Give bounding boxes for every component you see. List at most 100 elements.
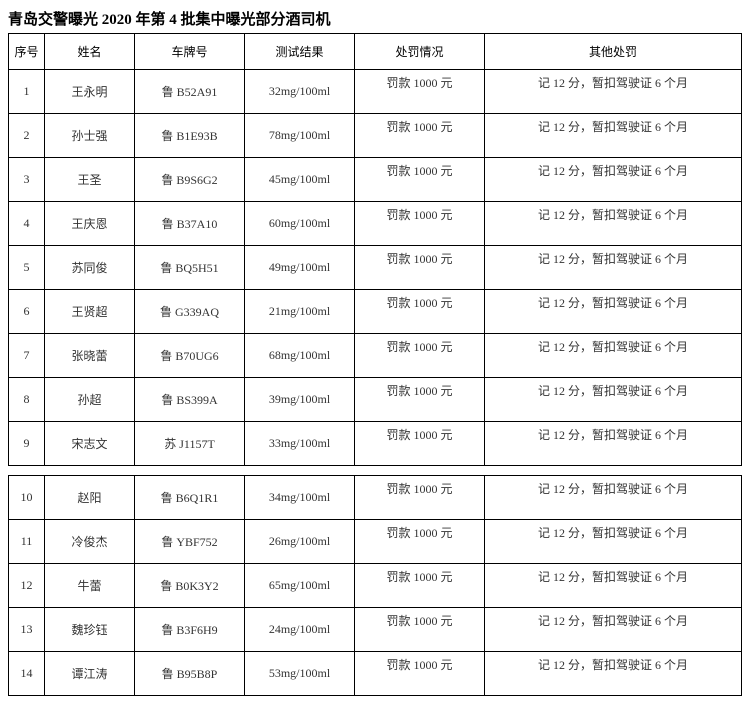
cell-penalty: 罚款 1000 元 [355, 564, 485, 608]
cell-penalty: 罚款 1000 元 [355, 422, 485, 466]
col-header-name: 姓名 [45, 34, 135, 70]
cell-test: 21mg/100ml [245, 290, 355, 334]
cell-plate: 鲁 BQ5H51 [135, 246, 245, 290]
cell-test: 49mg/100ml [245, 246, 355, 290]
cell-other: 记 12 分，暂扣驾驶证 6 个月 [485, 608, 742, 652]
cell-other: 记 12 分，暂扣驾驶证 6 个月 [485, 246, 742, 290]
cell-plate: 鲁 BS399A [135, 378, 245, 422]
cell-name: 王圣 [45, 158, 135, 202]
cell-penalty: 罚款 1000 元 [355, 70, 485, 114]
cell-other: 记 12 分，暂扣驾驶证 6 个月 [485, 202, 742, 246]
cell-name: 谭江涛 [45, 652, 135, 696]
cell-plate: 鲁 B9S6G2 [135, 158, 245, 202]
cell-penalty: 罚款 1000 元 [355, 334, 485, 378]
table-row: 2孙士强鲁 B1E93B78mg/100ml罚款 1000 元记 12 分，暂扣… [9, 114, 742, 158]
cell-name: 牛蕾 [45, 564, 135, 608]
cell-plate: 鲁 B0K3Y2 [135, 564, 245, 608]
table-row: 13魏珍钰鲁 B3F6H924mg/100ml罚款 1000 元记 12 分，暂… [9, 608, 742, 652]
cell-other: 记 12 分，暂扣驾驶证 6 个月 [485, 114, 742, 158]
cell-plate: 鲁 B37A10 [135, 202, 245, 246]
cell-index: 6 [9, 290, 45, 334]
cell-test: 60mg/100ml [245, 202, 355, 246]
cell-name: 冷俊杰 [45, 520, 135, 564]
table-header-row: 序号 姓名 车牌号 测试结果 处罚情况 其他处罚 [9, 34, 742, 70]
cell-penalty: 罚款 1000 元 [355, 476, 485, 520]
cell-test: 24mg/100ml [245, 608, 355, 652]
table-row: 4王庆恩鲁 B37A1060mg/100ml罚款 1000 元记 12 分，暂扣… [9, 202, 742, 246]
cell-other: 记 12 分，暂扣驾驶证 6 个月 [485, 158, 742, 202]
table-gap-row [9, 466, 742, 476]
cell-name: 魏珍钰 [45, 608, 135, 652]
cell-name: 王贤超 [45, 290, 135, 334]
col-header-other: 其他处罚 [485, 34, 742, 70]
cell-penalty: 罚款 1000 元 [355, 608, 485, 652]
cell-index: 13 [9, 608, 45, 652]
cell-name: 王庆恩 [45, 202, 135, 246]
cell-index: 8 [9, 378, 45, 422]
cell-plate: 鲁 G339AQ [135, 290, 245, 334]
cell-name: 张晓蕾 [45, 334, 135, 378]
cell-penalty: 罚款 1000 元 [355, 158, 485, 202]
cell-test: 78mg/100ml [245, 114, 355, 158]
cell-index: 7 [9, 334, 45, 378]
cell-name: 王永明 [45, 70, 135, 114]
cell-index: 3 [9, 158, 45, 202]
table-row: 1王永明鲁 B52A9132mg/100ml罚款 1000 元记 12 分，暂扣… [9, 70, 742, 114]
cell-other: 记 12 分，暂扣驾驶证 6 个月 [485, 290, 742, 334]
table-row: 9宋志文苏 J1157T33mg/100ml罚款 1000 元记 12 分，暂扣… [9, 422, 742, 466]
cell-name: 孙士强 [45, 114, 135, 158]
cell-other: 记 12 分，暂扣驾驶证 6 个月 [485, 70, 742, 114]
cell-test: 68mg/100ml [245, 334, 355, 378]
col-header-penalty: 处罚情况 [355, 34, 485, 70]
cell-test: 45mg/100ml [245, 158, 355, 202]
cell-test: 34mg/100ml [245, 476, 355, 520]
table-row: 8孙超鲁 BS399A39mg/100ml罚款 1000 元记 12 分，暂扣驾… [9, 378, 742, 422]
cell-name: 宋志文 [45, 422, 135, 466]
cell-test: 32mg/100ml [245, 70, 355, 114]
cell-name: 苏同俊 [45, 246, 135, 290]
table-row: 12牛蕾鲁 B0K3Y265mg/100ml罚款 1000 元记 12 分，暂扣… [9, 564, 742, 608]
cell-penalty: 罚款 1000 元 [355, 246, 485, 290]
cell-plate: 鲁 B95B8P [135, 652, 245, 696]
cell-index: 11 [9, 520, 45, 564]
cell-other: 记 12 分，暂扣驾驶证 6 个月 [485, 652, 742, 696]
cell-index: 1 [9, 70, 45, 114]
table-row: 7张晓蕾鲁 B70UG668mg/100ml罚款 1000 元记 12 分，暂扣… [9, 334, 742, 378]
cell-test: 33mg/100ml [245, 422, 355, 466]
cell-penalty: 罚款 1000 元 [355, 520, 485, 564]
cell-index: 2 [9, 114, 45, 158]
cell-index: 10 [9, 476, 45, 520]
cell-test: 65mg/100ml [245, 564, 355, 608]
col-header-plate: 车牌号 [135, 34, 245, 70]
cell-name: 孙超 [45, 378, 135, 422]
table-row: 3王圣鲁 B9S6G245mg/100ml罚款 1000 元记 12 分，暂扣驾… [9, 158, 742, 202]
driver-table: 序号 姓名 车牌号 测试结果 处罚情况 其他处罚 1王永明鲁 B52A9132m… [8, 33, 742, 696]
table-row: 10赵阳鲁 B6Q1R134mg/100ml罚款 1000 元记 12 分，暂扣… [9, 476, 742, 520]
page-title: 青岛交警曝光 2020 年第 4 批集中曝光部分酒司机 [8, 8, 742, 29]
cell-penalty: 罚款 1000 元 [355, 378, 485, 422]
cell-plate: 鲁 YBF752 [135, 520, 245, 564]
cell-test: 53mg/100ml [245, 652, 355, 696]
cell-penalty: 罚款 1000 元 [355, 202, 485, 246]
cell-other: 记 12 分，暂扣驾驶证 6 个月 [485, 520, 742, 564]
cell-other: 记 12 分，暂扣驾驶证 6 个月 [485, 564, 742, 608]
cell-index: 5 [9, 246, 45, 290]
cell-other: 记 12 分，暂扣驾驶证 6 个月 [485, 422, 742, 466]
table-row: 6王贤超鲁 G339AQ21mg/100ml罚款 1000 元记 12 分，暂扣… [9, 290, 742, 334]
table-row: 11冷俊杰鲁 YBF75226mg/100ml罚款 1000 元记 12 分，暂… [9, 520, 742, 564]
cell-index: 14 [9, 652, 45, 696]
cell-other: 记 12 分，暂扣驾驶证 6 个月 [485, 476, 742, 520]
cell-other: 记 12 分，暂扣驾驶证 6 个月 [485, 378, 742, 422]
cell-index: 12 [9, 564, 45, 608]
cell-index: 4 [9, 202, 45, 246]
cell-penalty: 罚款 1000 元 [355, 114, 485, 158]
cell-plate: 鲁 B70UG6 [135, 334, 245, 378]
cell-plate: 鲁 B3F6H9 [135, 608, 245, 652]
cell-penalty: 罚款 1000 元 [355, 290, 485, 334]
cell-plate: 鲁 B52A91 [135, 70, 245, 114]
cell-plate: 鲁 B1E93B [135, 114, 245, 158]
cell-index: 9 [9, 422, 45, 466]
col-header-test: 测试结果 [245, 34, 355, 70]
cell-penalty: 罚款 1000 元 [355, 652, 485, 696]
cell-other: 记 12 分，暂扣驾驶证 6 个月 [485, 334, 742, 378]
